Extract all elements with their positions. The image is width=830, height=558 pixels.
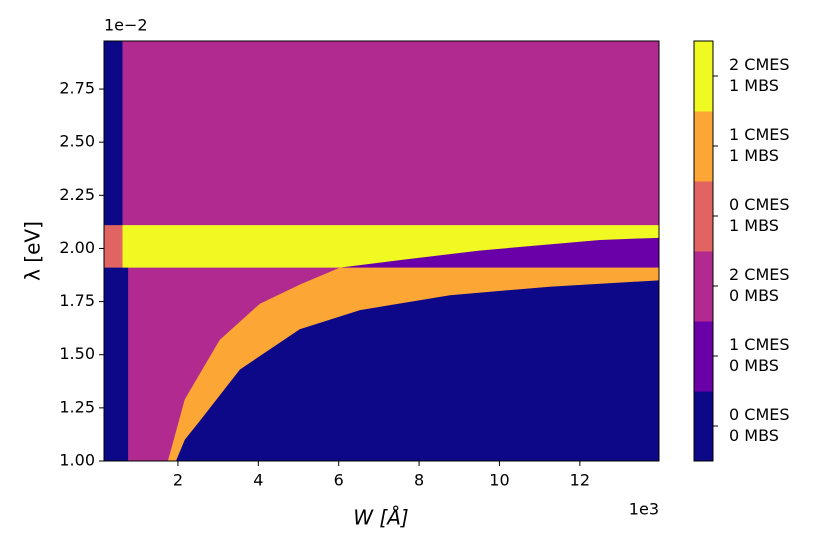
y-tick-label: 2.25 bbox=[59, 185, 95, 204]
y-tick-label: 2.50 bbox=[59, 132, 95, 151]
x-tick-label: 4 bbox=[253, 471, 263, 490]
y-tick-label: 2.75 bbox=[59, 79, 95, 98]
colorbar-segment bbox=[694, 321, 713, 392]
phase-region bbox=[339, 237, 659, 268]
plot-frame bbox=[103, 40, 660, 462]
colorbar-segment bbox=[694, 391, 713, 462]
y-tick-label: 1.25 bbox=[59, 397, 95, 416]
phase-region bbox=[175, 280, 659, 461]
x-tick-label: 6 bbox=[334, 471, 344, 490]
colorbar-label: 1 MBS bbox=[729, 76, 779, 95]
colorbar-label: 1 MBS bbox=[729, 216, 779, 235]
x-tick-label: 2 bbox=[173, 471, 183, 490]
colorbar-label: 1 CMES bbox=[729, 335, 790, 354]
x-axis-label: W [Å] bbox=[353, 506, 408, 530]
y-axis-label: λ [eV] bbox=[21, 221, 45, 281]
colorbar-label: 1 MBS bbox=[729, 146, 779, 165]
colorbar-label: 0 MBS bbox=[729, 286, 779, 305]
colorbar-segment bbox=[694, 41, 713, 112]
x-tick-label: 8 bbox=[414, 471, 424, 490]
phase-region bbox=[122, 267, 129, 461]
y-tick-label: 1.75 bbox=[59, 291, 95, 310]
colorbar-frame bbox=[693, 40, 714, 462]
plot-area bbox=[104, 41, 660, 461]
colorbar-label: 0 CMES bbox=[729, 195, 790, 214]
x-tick-label: 10 bbox=[489, 471, 509, 490]
colorbar-label: 0 CMES bbox=[729, 405, 790, 424]
y-tick-label: 1.00 bbox=[59, 451, 95, 470]
colorbar-label: 2 CMES bbox=[729, 55, 790, 74]
colorbar-label: 0 MBS bbox=[729, 356, 779, 375]
colorbar-label: 2 CMES bbox=[729, 265, 790, 284]
y-tick-label: 2.00 bbox=[59, 238, 95, 257]
colorbar-segment bbox=[694, 181, 713, 252]
phase-region bbox=[104, 225, 123, 268]
colorbar-label: 0 MBS bbox=[729, 426, 779, 445]
colorbar-segment bbox=[694, 111, 713, 182]
y-tick-label: 1.50 bbox=[59, 344, 95, 363]
x-offset-label: 1e3 bbox=[629, 500, 659, 519]
colorbar-segment bbox=[694, 251, 713, 322]
colorbar-label: 1 CMES bbox=[729, 125, 790, 144]
x-tick-label: 12 bbox=[570, 471, 590, 490]
y-offset-label: 1e−2 bbox=[104, 16, 148, 35]
